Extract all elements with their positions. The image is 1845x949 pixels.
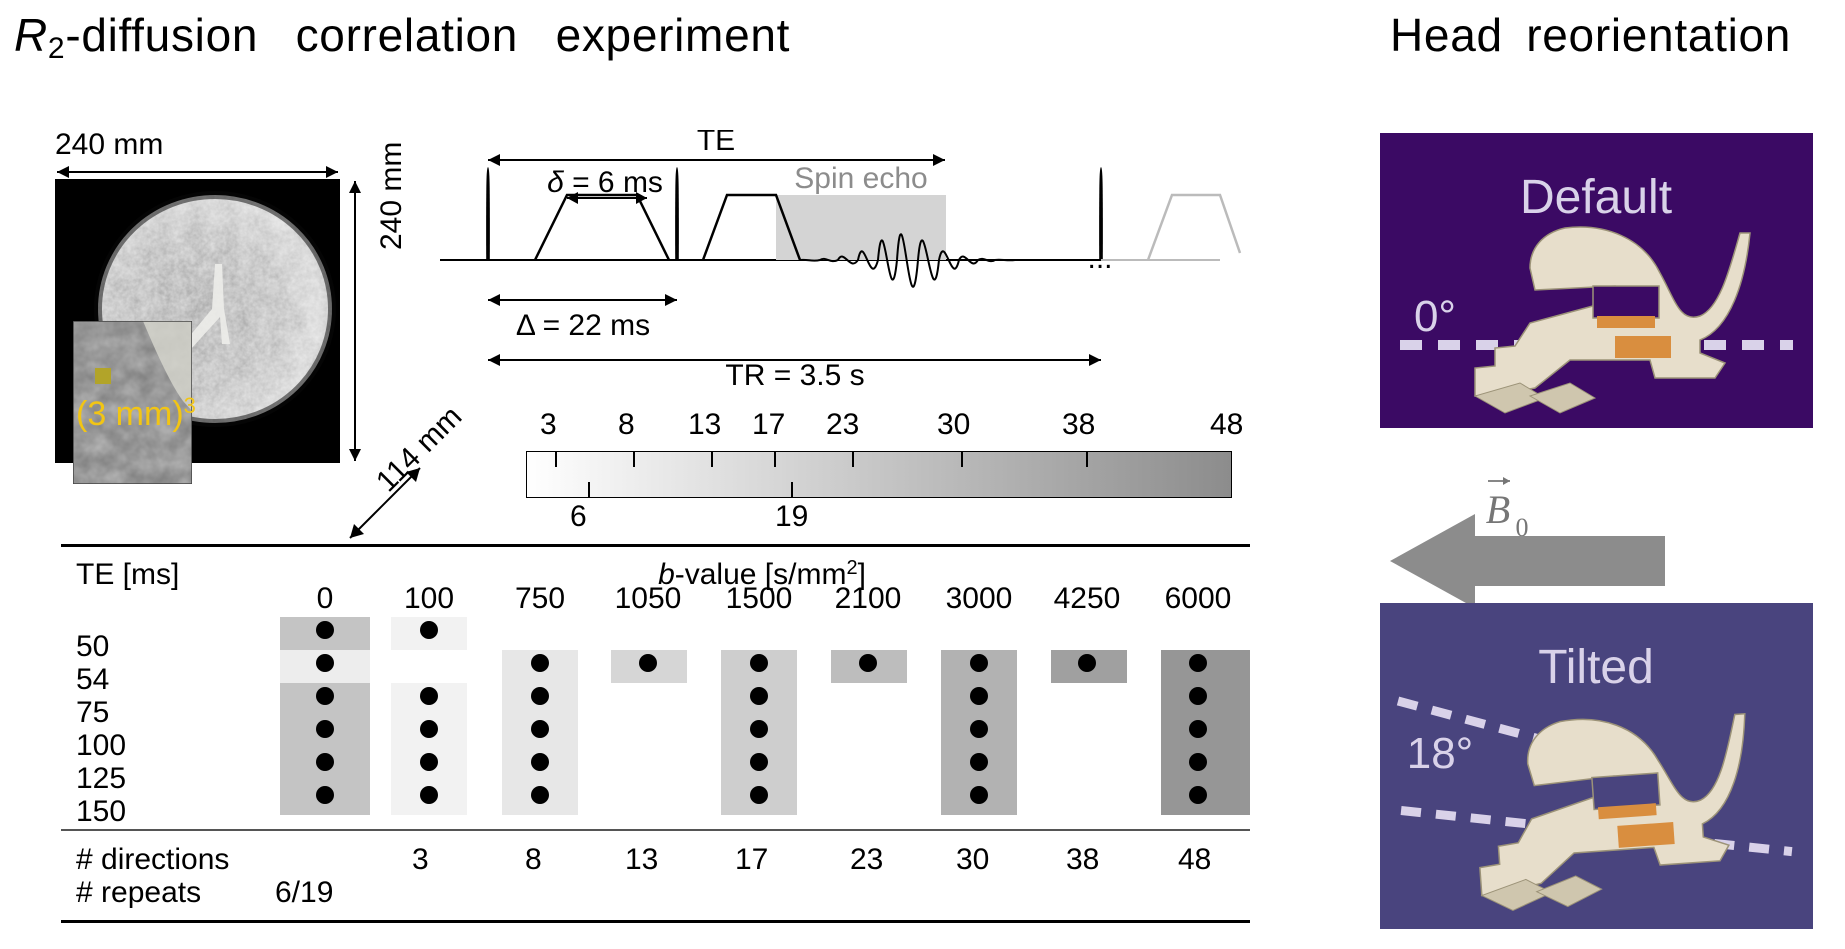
svg-text:TR = 3.5 s: TR = 3.5 s [725,359,864,390]
svg-text:18°: 18° [1407,729,1474,778]
svg-text:Δ = 22 ms: Δ = 22 ms [516,309,650,342]
svg-text:B: B [1486,487,1510,532]
svg-text:Default: Default [1520,171,1672,224]
svg-text:0°: 0° [1414,292,1456,341]
svg-text:Spin echo: Spin echo [794,162,927,195]
svg-text:Tilted: Tilted [1538,641,1654,694]
svg-text:TE: TE [697,130,735,157]
